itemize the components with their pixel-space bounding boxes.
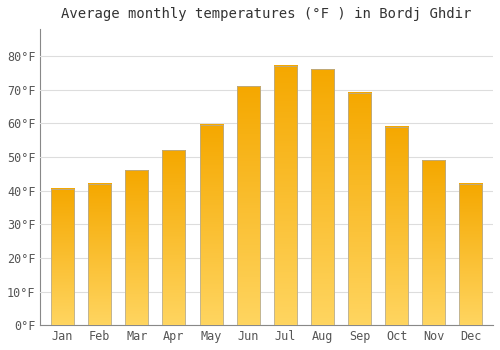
Bar bbox=[385, 127, 408, 325]
Bar bbox=[162, 150, 186, 325]
Title: Average monthly temperatures (°F ) in Bordj Ghdir: Average monthly temperatures (°F ) in Bo… bbox=[62, 7, 472, 21]
Bar bbox=[88, 184, 111, 325]
Bar bbox=[422, 160, 445, 325]
Bar bbox=[236, 86, 260, 325]
Bar bbox=[311, 69, 334, 325]
Bar bbox=[348, 93, 371, 325]
Bar bbox=[200, 125, 222, 325]
Bar bbox=[126, 170, 148, 325]
Bar bbox=[51, 189, 74, 325]
Bar bbox=[460, 184, 482, 325]
Bar bbox=[274, 66, 296, 325]
